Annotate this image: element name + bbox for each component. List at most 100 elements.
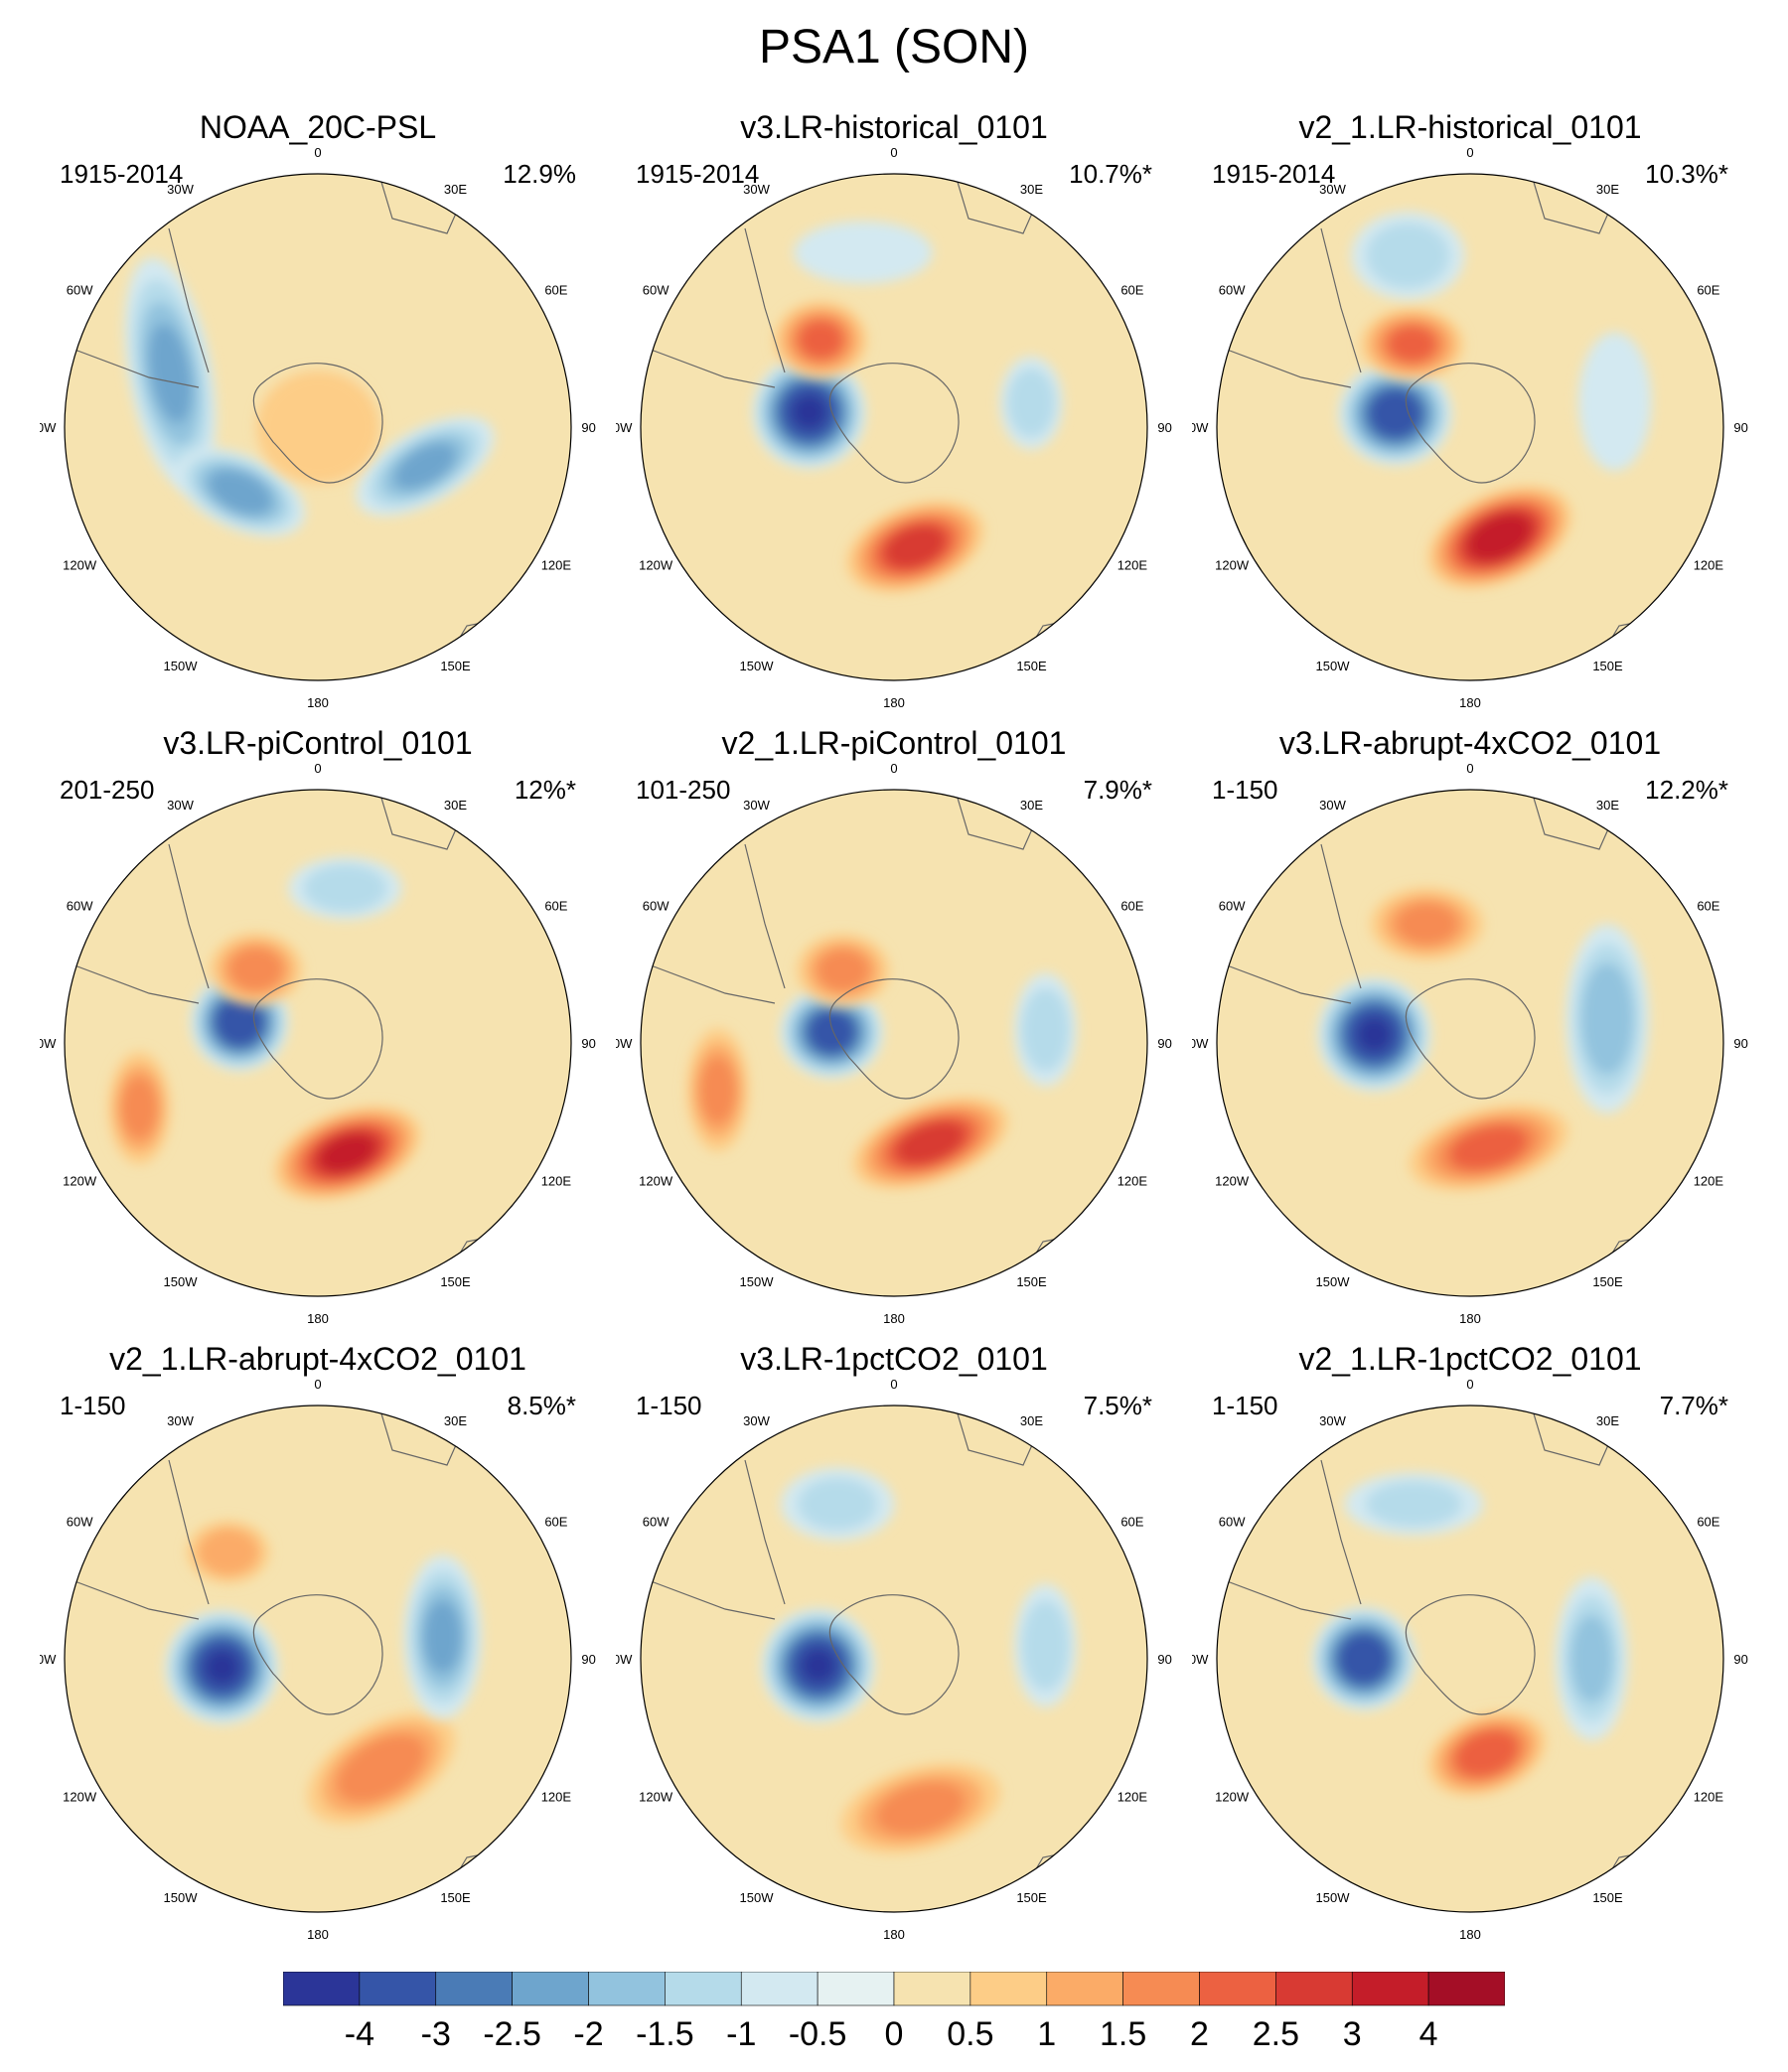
colorbar-tick-label: -1.5 — [636, 2015, 694, 2053]
longitude-label: 120E — [541, 1174, 572, 1189]
anomaly-center — [1360, 307, 1464, 381]
antarctica-coastline — [1405, 363, 1536, 484]
anomaly-center — [1409, 1105, 1568, 1191]
longitude-label: 60E — [544, 899, 567, 914]
longitude-label: 60E — [1120, 899, 1143, 914]
panel-title: v2_1.LR-1pctCO2_0101 — [1298, 1341, 1642, 1377]
contour-band — [120, 1076, 159, 1139]
south-america-coastline — [69, 1459, 210, 1620]
colorbar-swatch — [512, 1972, 589, 2006]
panel-title: v2_1.LR-historical_0101 — [1298, 109, 1642, 145]
antarctica-coastline — [828, 1594, 960, 1715]
colorbar-swatch — [435, 1972, 513, 2006]
contour-band — [255, 370, 380, 484]
longitude-label: 180 — [307, 1311, 329, 1326]
longitude-label: 180 — [307, 1927, 329, 1942]
anomaly-center — [686, 1028, 750, 1152]
anomaly-center — [1312, 1607, 1416, 1710]
longitude-label: 0 — [1466, 761, 1473, 776]
colorbar-tick-label: -0.5 — [789, 2015, 847, 2053]
map-panel: 0 30E 60E 90E 120E 150E 180 150W 120W 90W 60W 30W v3… — [1192, 725, 1748, 1341]
contour-band — [1395, 902, 1458, 946]
longitude-label: 90E — [1157, 1652, 1172, 1667]
longitude-label: 90W — [1192, 1652, 1209, 1667]
contour-band — [319, 1133, 375, 1173]
anomaly-center — [1565, 924, 1649, 1113]
longitude-label: 120W — [63, 558, 97, 573]
longitude-label: 90E — [581, 1652, 596, 1667]
longitude-label: 150E — [1016, 1274, 1047, 1289]
longitude-label: 150W — [1316, 1274, 1351, 1289]
longitude-label: 60W — [1219, 1515, 1246, 1530]
map-border — [640, 789, 1148, 1297]
panel-variance: 8.5%* — [507, 1391, 576, 1420]
longitude-label: 60E — [1120, 1515, 1143, 1530]
contour-band — [216, 997, 264, 1047]
panel-title: v3.LR-1pctCO2_0101 — [740, 1341, 1048, 1377]
contour-band — [393, 442, 457, 490]
contour-band — [1388, 326, 1436, 363]
anomaly-center — [774, 300, 868, 379]
longitude-label: 120W — [639, 1790, 673, 1805]
map-panel: 0 30E 60E 90E 120E 150E 180 150W 120W 90W 60W 30W v2… — [616, 725, 1172, 1341]
colorbar-svg: -4 -3 -2.5 -2 -1.5 -1 -0.5 0 0.5 1 1.5 2 2.5 3 4 — [283, 1972, 1505, 2053]
contour-band — [794, 221, 933, 284]
anomaly-center — [1427, 486, 1572, 589]
polar-map: 0 30E 60E 90E 120E 150E 180 150W 120W 90W 60W 30W — [40, 1377, 596, 1942]
longitude-label: 0 — [314, 145, 321, 160]
longitude-label: 30W — [167, 1413, 194, 1428]
polar-map: 0 30E 60E 90E 120E 150E 180 150W 120W 90W 60W 30W — [616, 1377, 1172, 1942]
longitude-label: 30E — [1596, 1413, 1619, 1428]
contour-band — [1365, 1481, 1462, 1528]
longitude-label: 60W — [67, 283, 93, 298]
panel-variance: 10.7%* — [1069, 159, 1152, 189]
longitude-label: 60W — [1219, 283, 1246, 298]
panel-period: 1-150 — [1212, 775, 1278, 805]
longitude-label: 90W — [40, 420, 57, 435]
anomaly-center — [797, 934, 890, 1007]
contour-band — [798, 1477, 878, 1531]
longitude-label: 30W — [167, 182, 194, 197]
anomaly-center — [288, 856, 402, 920]
longitude-label: 0 — [314, 761, 321, 776]
longitude-label: 90W — [1192, 1036, 1209, 1051]
longitude-label: 90E — [1157, 420, 1172, 435]
contour-band — [698, 1056, 737, 1124]
longitude-label: 120E — [1118, 1790, 1148, 1805]
contour-band — [197, 1528, 260, 1576]
longitude-label: 0 — [1466, 145, 1473, 160]
longitude-label: 120E — [1694, 1790, 1724, 1805]
longitude-label: 0 — [890, 1377, 897, 1392]
south-america-coastline — [645, 843, 786, 1004]
longitude-label: 60E — [1120, 283, 1143, 298]
longitude-label: 150E — [1592, 659, 1623, 673]
longitude-label: 150W — [740, 659, 775, 673]
longitude-label: 30W — [1319, 182, 1346, 197]
longitude-label: 120E — [541, 1790, 572, 1805]
colorbar-swatch — [1122, 1972, 1200, 2006]
contour-band — [896, 1120, 966, 1165]
colorbar-swatch — [969, 1972, 1048, 2006]
anomaly-center — [794, 221, 933, 284]
colorbar-tick-label: -1 — [726, 2015, 756, 2053]
longitude-label: 120W — [1215, 558, 1250, 573]
panel-period: 1915-2014 — [1212, 159, 1336, 189]
colorbar-swatch — [359, 1972, 437, 2006]
longitude-label: 90E — [581, 420, 596, 435]
colorbar-tick-label: 1 — [1037, 2015, 1056, 2053]
anomaly-center — [107, 1051, 171, 1165]
south-america-coastline — [1221, 227, 1362, 388]
polar-map: 0 30E 60E 90E 120E 150E 180 150W 120W 90W 60W 30W — [616, 761, 1172, 1326]
longitude-label: 150E — [1016, 1890, 1047, 1905]
panel-period: 1-150 — [60, 1391, 126, 1420]
contour-band — [423, 1600, 462, 1674]
longitude-label: 60E — [544, 1515, 567, 1530]
map-border — [64, 1405, 572, 1913]
panel-title: v3.LR-abrupt-4xCO2_0101 — [1278, 725, 1662, 761]
longitude-label: 150E — [1592, 1274, 1623, 1289]
longitude-label: 120E — [1694, 1174, 1724, 1189]
longitude-label: 60E — [1697, 283, 1719, 298]
longitude-label: 90W — [616, 420, 633, 435]
contour-band — [1369, 389, 1421, 438]
panel-variance: 7.5%* — [1083, 1391, 1152, 1420]
